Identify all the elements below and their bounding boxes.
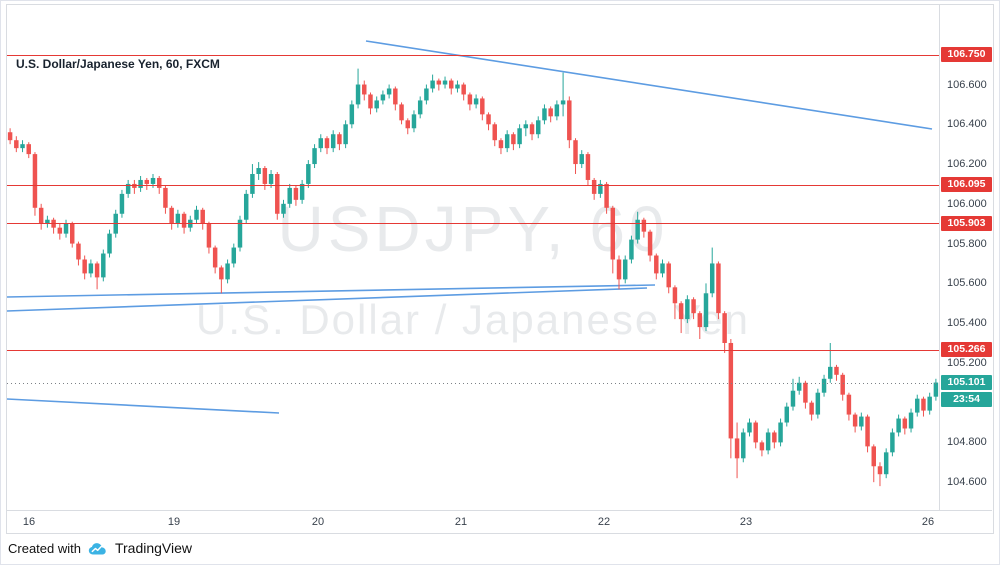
time-tick-label: 23 (739, 516, 753, 528)
price-tick-label: 105.600 (947, 277, 987, 289)
trend-line[interactable] (7, 287, 648, 312)
chart-plot-area[interactable]: USDJPY, 60 U.S. Dollar / Japanese Yen U.… (7, 5, 939, 510)
chart-panel: USDJPY, 60 U.S. Dollar / Japanese Yen U.… (6, 4, 994, 534)
time-tick-label: 21 (454, 516, 468, 528)
tradingview-logo-icon[interactable] (87, 541, 109, 556)
time-axis[interactable]: 16 19 20 21 22 23 26 (7, 510, 992, 533)
time-tick-label: 20 (311, 516, 325, 528)
price-tick-label: 106.600 (947, 79, 987, 91)
price-tick-label: 104.600 (947, 476, 987, 488)
price-level-badge: 105.266 (941, 342, 992, 357)
time-tick-label: 16 (22, 516, 36, 528)
time-tick-label: 26 (921, 516, 935, 528)
symbol-legend[interactable]: U.S. Dollar/Japanese Yen, 60, FXCM (16, 57, 220, 71)
time-tick-label: 19 (167, 516, 181, 528)
price-axis[interactable]: 106.600 106.400 106.200 106.000 105.800 105.6… (939, 5, 993, 510)
price-tick-label: 106.200 (947, 158, 987, 170)
footer: Created with TradingView (8, 540, 192, 556)
price-tick-label: 105.400 (947, 317, 987, 329)
created-with-text: Created with (8, 540, 81, 556)
trend-line[interactable] (7, 284, 656, 298)
last-price-badge: 105.101 (941, 375, 992, 390)
trend-line[interactable] (7, 398, 280, 414)
candlestick-chart[interactable] (7, 5, 939, 510)
price-tick-label: 106.000 (947, 198, 987, 210)
price-tick-label: 104.800 (947, 436, 987, 448)
price-tick-label: 105.800 (947, 238, 987, 250)
tradingview-link[interactable]: TradingView (114, 540, 193, 556)
price-level-badge: 106.095 (941, 177, 992, 192)
price-tick-label: 105.200 (947, 357, 987, 369)
price-level-badge: 106.750 (941, 47, 992, 62)
time-tick-label: 22 (597, 516, 611, 528)
price-tick-label: 106.400 (947, 118, 987, 130)
price-level-badge: 105.903 (941, 216, 992, 231)
countdown-badge: 23:54 (941, 392, 992, 407)
